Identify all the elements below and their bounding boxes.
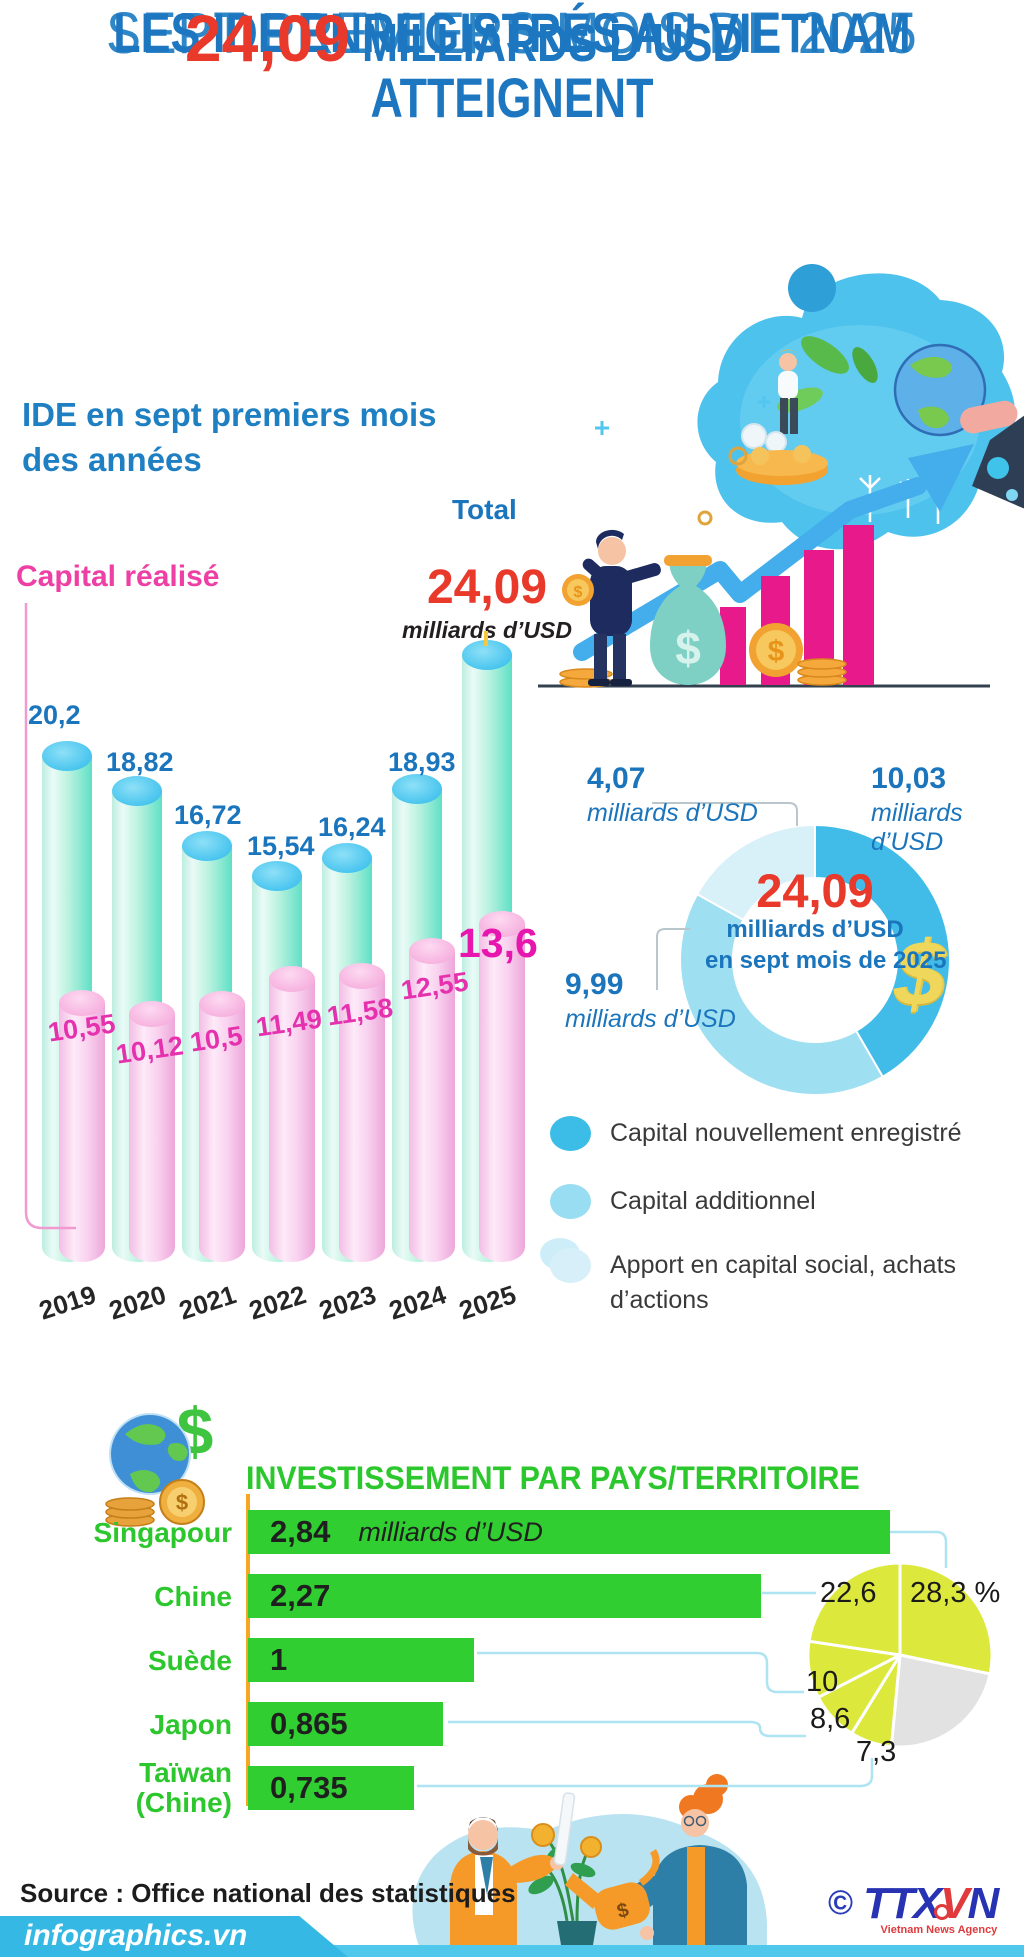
gardeners-illustration: $ xyxy=(412,1774,767,1957)
callout-japon xyxy=(448,1720,806,1738)
svg-text:$: $ xyxy=(615,1899,631,1923)
country-bar-unit: milliards d’USD xyxy=(358,1516,543,1547)
header-amount-value: 24,09 xyxy=(184,1,351,75)
country-bar-1: 2,27 xyxy=(248,1574,762,1618)
realized-cylinder-top-2020 xyxy=(129,1000,175,1027)
total-value-2021: 16,72 xyxy=(174,800,242,830)
legend-dot-nouveau xyxy=(550,1116,591,1151)
svg-text:$: $ xyxy=(176,1490,188,1515)
watering-can-icon: $ xyxy=(565,1849,660,1930)
website-url[interactable]: infographics.vn xyxy=(24,1919,248,1952)
realized-cylinder-top-2024 xyxy=(409,938,455,965)
businessman-icon: $ xyxy=(562,529,661,686)
total-cylinder-top-2021 xyxy=(182,830,232,861)
realized-cylinder-top-2022 xyxy=(269,965,315,992)
money-bag-icon: $ xyxy=(650,555,726,685)
svg-text:$: $ xyxy=(675,622,701,674)
svg-text:$: $ xyxy=(574,584,583,601)
donut-segment-0 xyxy=(814,823,951,1079)
pie-slice-5 xyxy=(807,1561,902,1657)
total-value-2022: 15,54 xyxy=(247,831,315,861)
tick-marker xyxy=(484,631,488,646)
header-kicker: SEPT PREMIERS MOIS DE 2025 xyxy=(106,1,918,66)
total-value-2019: 20,2 xyxy=(28,700,81,730)
legend-label-additionnel: Capital additionnel xyxy=(610,1187,816,1215)
country-name-3: Japon xyxy=(149,1709,232,1740)
country-bar-4: 0,735 xyxy=(248,1766,415,1810)
country-name-0: Singapour xyxy=(93,1517,232,1548)
total-cylinder-top-2024 xyxy=(392,773,442,804)
header-amount-unit: MILLIARDS D’USD xyxy=(362,13,744,73)
country-pie-chart xyxy=(806,1561,994,1749)
country-bar-0: 2,84 milliards d’USD xyxy=(248,1510,890,1554)
realized-cylinder-2024 xyxy=(409,951,455,1262)
realized-cylinder-2022 xyxy=(269,978,315,1262)
source-text: Source : Office national des statistique… xyxy=(20,1878,516,1908)
donut-label-nouveau: 10,03 milliards d’USD xyxy=(871,762,963,856)
total-cylinder-top-2022 xyxy=(252,861,302,892)
total-2025-value: 24,09 xyxy=(426,561,548,614)
pie-label-singapour: 28,3 % xyxy=(910,1577,1001,1609)
page-title: LES IDE ENREGISTRÉS AU VIETNAM ATTEIGNEN… xyxy=(113,1,911,129)
country-bar-value-1: 2,27 xyxy=(270,1578,331,1613)
dollar-sign-icon: $ xyxy=(894,923,946,1025)
donut-label-apport: 9,99 milliards d’USD xyxy=(565,968,736,1033)
ttxvn-logo: © TTXVN Vietnam News Agency xyxy=(828,1879,999,1937)
ide-chart-title: IDE en sept premiers mois des années xyxy=(22,396,437,478)
header-amount: 24,09 MILLIARDS D’USD xyxy=(0,0,1024,76)
pie-label-suede: 10 xyxy=(806,1666,839,1698)
legend-dot-apport xyxy=(550,1248,591,1283)
country-bar-value-0: 2,84 xyxy=(270,1514,331,1549)
agency-subtitle: Vietnam News Agency xyxy=(880,1924,998,1936)
country-name-1: Chine xyxy=(154,1581,232,1612)
donut-chart xyxy=(679,823,951,1096)
total-cylinder-top-2023 xyxy=(322,843,372,873)
country-bar-value-2: 1 xyxy=(270,1642,288,1677)
series-total-label: Total xyxy=(452,494,517,525)
pie-label-taiwan: 7,3 xyxy=(856,1736,897,1768)
legend-label-nouveau: Capital nouvellement enregistré xyxy=(610,1119,962,1147)
country-name-2: Suède xyxy=(147,1645,232,1676)
realized-cylinder-top-2021 xyxy=(199,991,245,1018)
money-growth-illustration: $ $ $ xyxy=(538,264,1024,688)
agency-globe-icon xyxy=(934,1904,950,1920)
total-cylinder-top-2019 xyxy=(42,740,92,771)
series-realized-label: Capital réalisé xyxy=(16,560,220,593)
pie-slice-1 xyxy=(889,1653,992,1749)
donut-center-label: 24,09 milliards d’USD en sept mois de 20… xyxy=(705,864,947,974)
country-bar-2: 1 xyxy=(248,1638,474,1682)
realized-cylinder-top-2025 xyxy=(479,911,525,938)
callout-suede xyxy=(477,1651,804,1694)
legend-dot-additionnel xyxy=(550,1184,591,1219)
country-bar-3: 0,865 xyxy=(248,1702,444,1746)
realized-cylinder-2025 xyxy=(479,924,525,1262)
total-value-2024: 18,93 xyxy=(388,747,456,777)
globe-dollar-icon: $ $ xyxy=(105,1394,213,1527)
pie-label-japon: 8,6 xyxy=(810,1703,851,1735)
donut-segment-2 xyxy=(695,823,816,922)
man-orange-suit-icon xyxy=(450,1792,576,1957)
country-name-4: Taïwan (Chine) xyxy=(135,1757,232,1818)
realized-cylinder-2020 xyxy=(129,1013,175,1262)
donut-segment-1 xyxy=(679,892,885,1096)
country-bar-value-4: 0,735 xyxy=(270,1770,348,1805)
country-bar-value-3: 0,865 xyxy=(270,1706,348,1741)
donut-label-additionnel: 4,07 milliards d’USD xyxy=(587,762,758,827)
total-value-2023: 16,24 xyxy=(318,812,386,842)
total-value-2020: 18,82 xyxy=(106,747,174,777)
invest-section-title: INVESTISSEMENT PAR PAYS/TERRITOIRE xyxy=(246,1460,860,1496)
realized-cylinder-2023 xyxy=(339,976,385,1262)
realized-cylinder-top-2023 xyxy=(339,963,385,990)
website-banner: infographics.vn xyxy=(0,1916,348,1957)
total-cylinder-top-2020 xyxy=(112,776,162,807)
realized-2025-value: 13,6 xyxy=(458,920,538,966)
pie-label-chine: 22,6 xyxy=(820,1577,877,1609)
copyright-icon: © xyxy=(828,1884,854,1922)
realized-cylinder-2021 xyxy=(199,1004,245,1262)
legend-label-apport: Apport en capital social, achats d’actio… xyxy=(610,1251,957,1314)
svg-text:$: $ xyxy=(768,635,785,668)
